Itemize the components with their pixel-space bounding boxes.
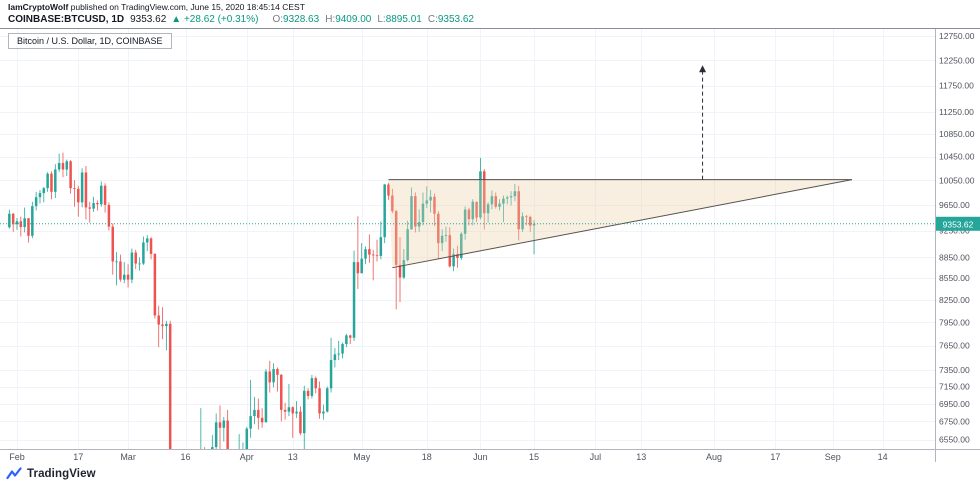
svg-text:10450.00: 10450.00 [939, 152, 975, 162]
svg-text:11750.00: 11750.00 [939, 81, 974, 91]
axis-borders [0, 29, 980, 463]
candles [8, 152, 536, 449]
close-label: C: [427, 14, 438, 25]
last-price-badge: 9353.62 [936, 216, 980, 231]
chart-legend[interactable]: Bitcoin / U.S. Dollar, 1D, COINBASE [8, 33, 172, 49]
open-label: O: [272, 14, 284, 25]
svg-text:11250.00: 11250.00 [939, 107, 974, 117]
snapshot-header: IamCryptoWolf published on TradingView.c… [0, 0, 980, 28]
close-value: 9353.62 [437, 14, 474, 25]
svg-text:15: 15 [529, 452, 539, 462]
svg-text:12250.00: 12250.00 [939, 55, 975, 65]
svg-text:Jun: Jun [473, 452, 488, 462]
open-value: 9328.63 [283, 14, 320, 25]
svg-text:17: 17 [73, 452, 83, 462]
svg-text:17: 17 [770, 452, 780, 462]
symbol-line: COINBASE:BTCUSD, 1D 9353.62 ▲ +28.62 (+0.3… [8, 13, 980, 26]
projection-arrow-drawing[interactable] [699, 65, 707, 180]
tradingview-logo-icon[interactable] [6, 466, 22, 482]
svg-text:16: 16 [181, 452, 191, 462]
low-label: L: [377, 14, 386, 25]
publish-info: published on TradingView.com, June 15, 2… [68, 2, 305, 12]
svg-text:Jul: Jul [590, 452, 602, 462]
svg-text:10850.00: 10850.00 [939, 129, 975, 139]
svg-text:10050.00: 10050.00 [939, 175, 975, 185]
time-axis[interactable]: Feb 17 Mar 16 Apr 13 May 18 Jun 15 Jul 13 Aug 17 Sep 14 [9, 452, 887, 462]
brand-name[interactable]: TradingView [27, 468, 96, 480]
svg-text:14: 14 [878, 452, 888, 462]
symbol-title: COINBASE:BTCUSD, 1D [8, 14, 125, 25]
svg-text:8550.00: 8550.00 [939, 273, 970, 283]
author-name: IamCryptoWolf [8, 2, 69, 12]
svg-text:12750.00: 12750.00 [939, 31, 975, 41]
svg-text:Feb: Feb [9, 452, 25, 462]
svg-text:Sep: Sep [825, 452, 841, 462]
price-change: ▲ +28.62 (+0.31%) [171, 14, 259, 25]
publish-line: IamCryptoWolf published on TradingView.c… [8, 2, 980, 12]
svg-text:Mar: Mar [120, 452, 136, 462]
svg-text:9650.00: 9650.00 [939, 200, 970, 210]
svg-text:8850.00: 8850.00 [939, 252, 970, 262]
svg-text:Aug: Aug [706, 452, 722, 462]
svg-text:18: 18 [422, 452, 432, 462]
svg-text:7350.00: 7350.00 [939, 365, 970, 375]
triangle-pattern-drawing[interactable] [388, 179, 853, 269]
svg-text:7950.00: 7950.00 [939, 317, 970, 327]
svg-text:May: May [353, 452, 371, 462]
svg-text:7150.00: 7150.00 [939, 382, 970, 392]
svg-text:8250.00: 8250.00 [939, 295, 970, 305]
high-value: 9409.00 [335, 14, 372, 25]
svg-text:6950.00: 6950.00 [939, 399, 970, 409]
svg-text:9353.62: 9353.62 [943, 219, 974, 229]
price-axis[interactable]: 12750.00 12250.00 11750.00 11250.00 10850.00… [939, 31, 975, 445]
footer: TradingView [0, 462, 980, 486]
svg-text:13: 13 [288, 452, 298, 462]
price-chart-svg[interactable]: 12750.00 12250.00 11750.00 11250.00 10850.00… [0, 29, 980, 463]
chart-canvas[interactable]: 12750.00 12250.00 11750.00 11250.00 10850.00… [0, 28, 980, 463]
svg-text:6550.00: 6550.00 [939, 435, 970, 445]
last-price-value: 9353.62 [130, 14, 167, 25]
low-value: 8895.01 [385, 14, 422, 25]
high-label: H: [325, 14, 336, 25]
svg-text:Apr: Apr [240, 452, 254, 462]
svg-text:7650.00: 7650.00 [939, 341, 970, 351]
svg-text:6750.00: 6750.00 [939, 416, 970, 426]
svg-text:13: 13 [636, 452, 646, 462]
